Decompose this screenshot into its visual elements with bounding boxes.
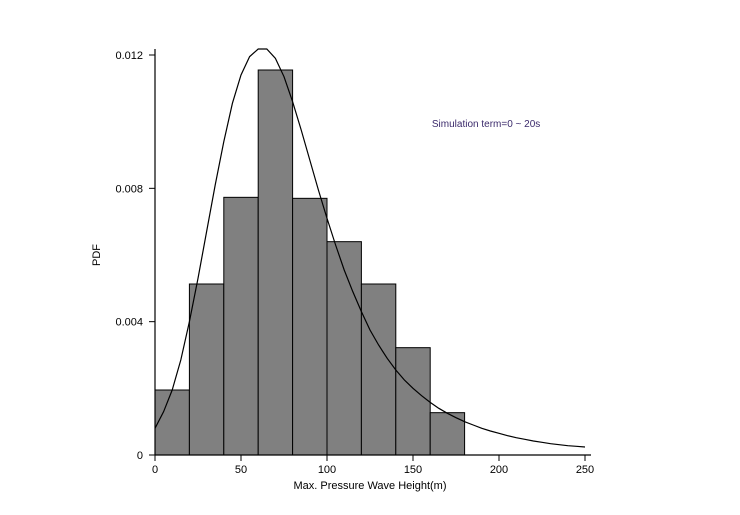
- x-tick-label: 0: [152, 464, 158, 476]
- histogram-bar: [293, 198, 327, 455]
- histogram-bar: [258, 70, 292, 455]
- histogram-bar: [361, 284, 395, 455]
- y-tick-label: 0.008: [115, 183, 143, 195]
- y-tick-label: 0.012: [115, 50, 143, 62]
- x-tick-label: 100: [318, 464, 336, 476]
- x-tick-label: 50: [235, 464, 247, 476]
- histogram-bar: [189, 284, 223, 455]
- x-tick-label: 200: [490, 464, 508, 476]
- histogram-bar: [327, 242, 361, 455]
- y-axis-label: PDF: [91, 244, 103, 266]
- pdf-histogram-chart: 0 50 100 150 200 250 0 0.004 0.008 0.012 Max. Pres…: [0, 0, 740, 515]
- histogram-bar: [224, 197, 258, 455]
- histogram-bar: [155, 390, 189, 455]
- x-tick-label: 250: [576, 464, 594, 476]
- annotation-text: Simulation term=0 ~ 20s: [432, 119, 540, 130]
- x-axis-label: Max. Pressure Wave Height(m): [293, 480, 446, 492]
- histogram-bar: [396, 348, 430, 455]
- y-tick-label: 0: [137, 450, 143, 462]
- y-tick-label: 0.004: [115, 317, 143, 329]
- x-tick-label: 150: [404, 464, 422, 476]
